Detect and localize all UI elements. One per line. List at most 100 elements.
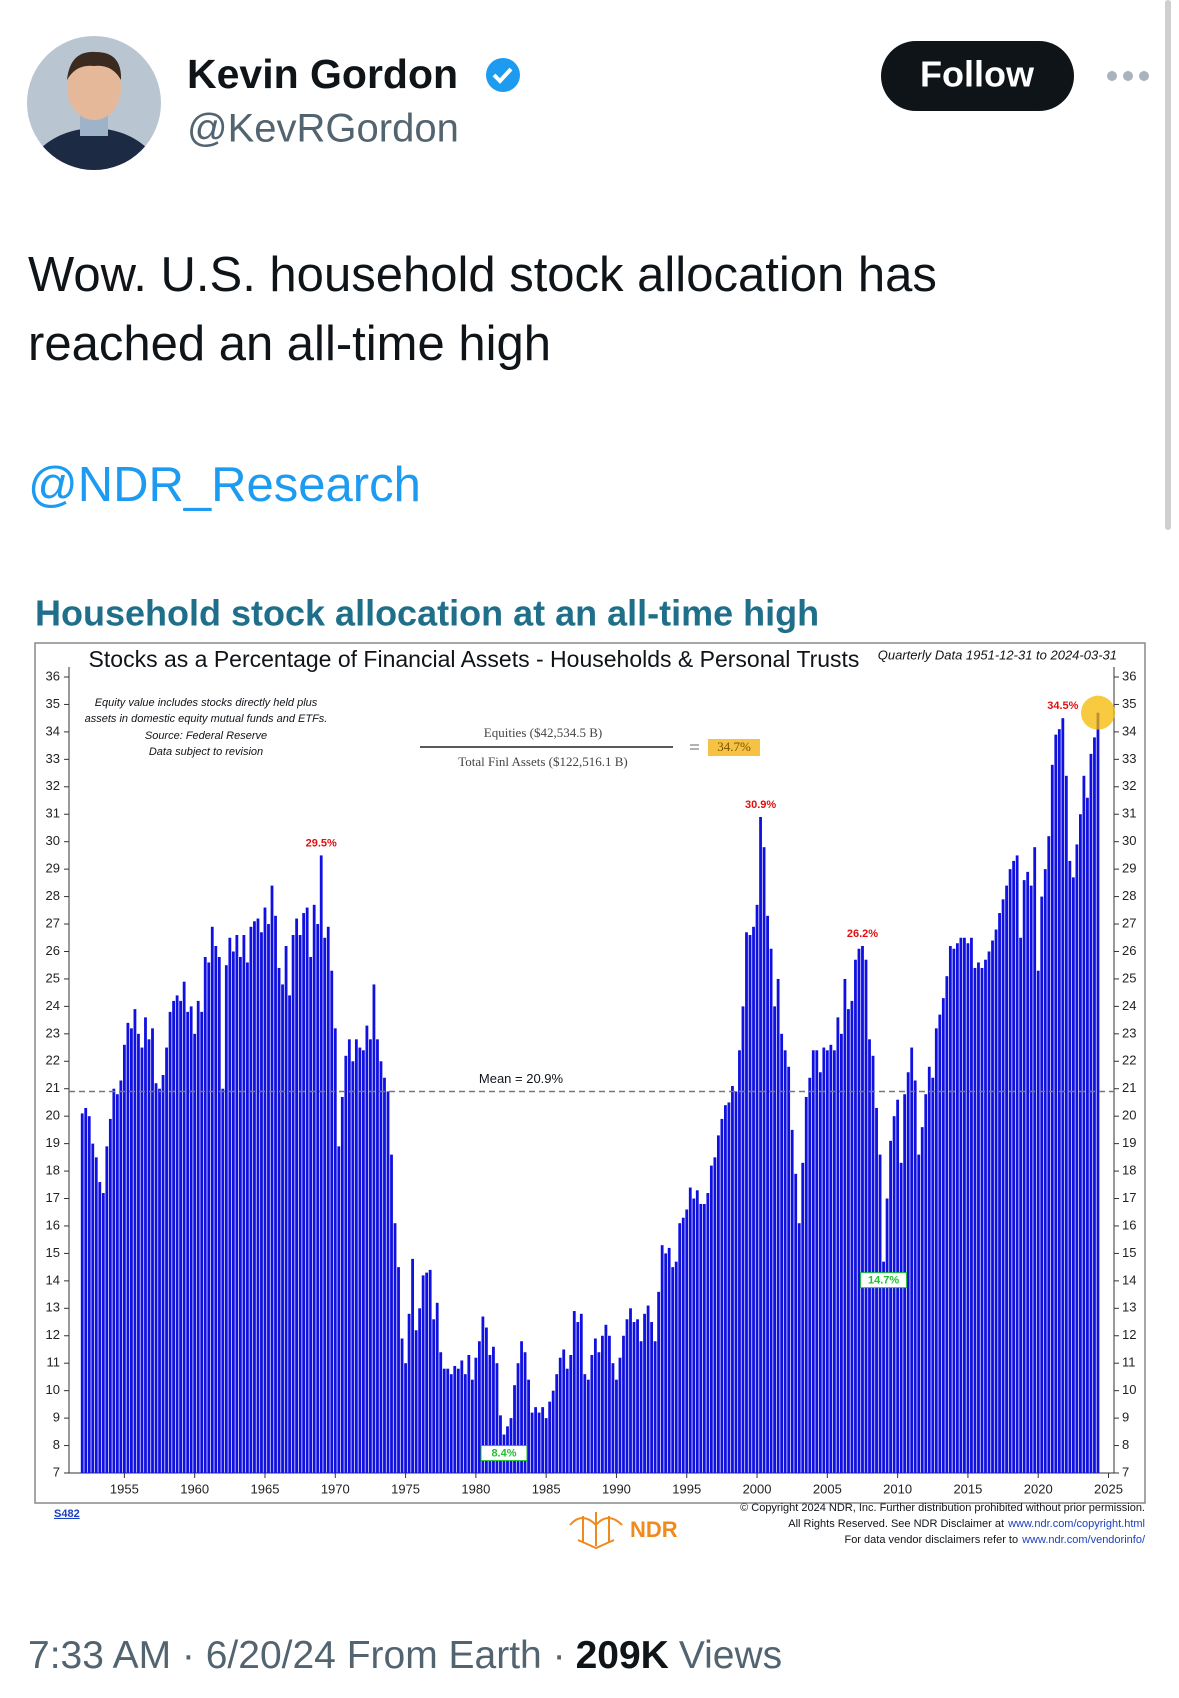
- bar: [597, 1352, 601, 1473]
- scrollbar: [1165, 0, 1171, 530]
- y2-tick-label: 32: [1122, 778, 1136, 793]
- y-tick-label: 24: [46, 998, 60, 1013]
- bar: [734, 1091, 738, 1473]
- bar: [650, 1322, 654, 1473]
- y2-tick-label: 16: [1122, 1217, 1136, 1232]
- copyright-link[interactable]: www.ndr.com/copyright.html: [1007, 1518, 1145, 1530]
- bar: [196, 1000, 200, 1473]
- bar: [147, 1039, 151, 1473]
- bar: [934, 1028, 938, 1473]
- bar: [488, 1354, 492, 1473]
- bar: [386, 1091, 390, 1473]
- bar: [432, 1319, 436, 1473]
- bar: [636, 1319, 639, 1473]
- bar: [337, 1146, 341, 1473]
- bar: [839, 1033, 843, 1473]
- bar: [706, 1193, 710, 1473]
- bar: [326, 926, 330, 1473]
- bar: [569, 1354, 573, 1473]
- y2-tick-label: 20: [1122, 1108, 1136, 1123]
- bar: [906, 1072, 910, 1473]
- bar: [302, 913, 306, 1473]
- bar: [731, 1085, 734, 1473]
- bar: [625, 1319, 629, 1473]
- bar: [477, 1341, 481, 1473]
- bar: [738, 1050, 741, 1473]
- bar: [133, 1009, 137, 1473]
- bar: [699, 1204, 703, 1473]
- y-tick-label: 17: [46, 1190, 60, 1205]
- follow-button[interactable]: Follow: [881, 41, 1074, 111]
- bar: [428, 1269, 432, 1473]
- x-tick-label: 2010: [883, 1481, 912, 1496]
- bar: [1040, 896, 1044, 1473]
- bar: [91, 1143, 95, 1473]
- bar: [1082, 775, 1086, 1473]
- copyright-link[interactable]: www.ndr.com/vendorinfo/: [1021, 1534, 1146, 1546]
- bar: [101, 1193, 105, 1473]
- y2-tick-label: 14: [1122, 1272, 1136, 1287]
- bar: [203, 956, 207, 1473]
- bar: [1026, 871, 1030, 1473]
- x-tick-label: 1955: [110, 1481, 139, 1496]
- dot: [1107, 71, 1117, 81]
- y-tick-label: 25: [46, 970, 60, 985]
- bar: [804, 1096, 808, 1473]
- x-tick-label: 1975: [391, 1481, 420, 1496]
- bar: [702, 1204, 706, 1473]
- formula-denominator: Total Finl Assets ($122,516.1 B): [458, 754, 628, 769]
- bar: [899, 1162, 903, 1473]
- ndr-logo: [569, 1512, 623, 1550]
- bar: [562, 1349, 566, 1473]
- chart-headline: Household stock allocation at an all-tim…: [35, 593, 819, 634]
- bar: [108, 1118, 112, 1473]
- bar: [144, 1017, 147, 1473]
- annotation-box: [860, 1272, 908, 1289]
- bar: [963, 937, 966, 1473]
- chart-note: Source: Federal Reserve: [145, 730, 267, 742]
- avatar[interactable]: [20, 36, 168, 180]
- y2-tick-label: 24: [1122, 998, 1136, 1013]
- y-tick-label: 10: [46, 1382, 60, 1397]
- brand: NDR: [630, 1517, 678, 1542]
- bar: [878, 1154, 882, 1473]
- bar: [548, 1401, 552, 1473]
- bar: [421, 1275, 425, 1473]
- mention[interactable]: @NDR_Research: [28, 458, 421, 512]
- bar: [618, 1357, 622, 1473]
- y2-tick-label: 12: [1122, 1327, 1136, 1342]
- bar: [175, 995, 179, 1473]
- annotation-label: 30.9%: [745, 799, 776, 811]
- bar: [94, 1157, 98, 1473]
- bar: [365, 1025, 369, 1473]
- user-handle[interactable]: @KevRGordon: [187, 107, 459, 151]
- bar: [270, 885, 274, 1473]
- bar: [249, 926, 253, 1473]
- chart-code[interactable]: S482: [54, 1508, 80, 1520]
- bar: [119, 1080, 123, 1473]
- time[interactable]: 7:33 AM · 6/20/24 From Earth ·: [28, 1634, 566, 1677]
- bar: [945, 976, 949, 1473]
- y-tick-label: 29: [46, 861, 60, 876]
- bar: [755, 904, 759, 1473]
- bar: [948, 945, 952, 1473]
- bar: [868, 1039, 871, 1473]
- annotation-label: 26.2%: [847, 928, 878, 940]
- bar: [288, 995, 291, 1473]
- bar: [411, 1258, 415, 1473]
- bar: [1022, 880, 1026, 1473]
- user-name[interactable]: Kevin Gordon: [187, 51, 458, 97]
- more-menu[interactable]: [1107, 71, 1149, 81]
- bar: [495, 1363, 499, 1473]
- bar: [513, 1385, 516, 1473]
- y-tick-label: 22: [46, 1053, 60, 1068]
- bar: [681, 1217, 685, 1473]
- y-tick-label: 16: [46, 1217, 60, 1232]
- follow-label[interactable]: Follow: [920, 54, 1035, 95]
- bar: [115, 1094, 119, 1473]
- bar: [281, 984, 284, 1473]
- bar: [790, 1129, 794, 1473]
- dot: [1139, 71, 1149, 81]
- avatar-face: [67, 56, 121, 120]
- y2-tick-label: 36: [1122, 668, 1136, 683]
